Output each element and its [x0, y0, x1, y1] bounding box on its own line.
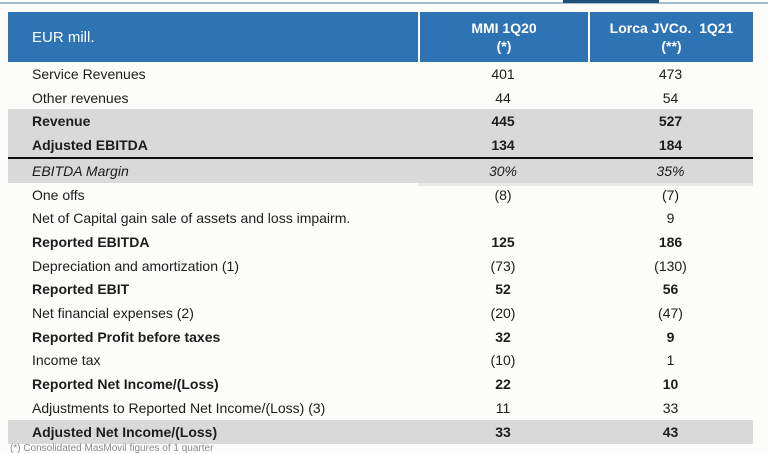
- row-value-lorca: 35%: [656, 162, 685, 179]
- row-label: Net of Capital gain sale of assets and l…: [32, 210, 351, 227]
- table-row-service-revenues: Service Revenues 401 473: [8, 62, 753, 86]
- table-row-adjustments-net-income: Adjustments to Reported Net Income/(Loss…: [8, 396, 753, 420]
- row-value-mmi: 445: [491, 113, 515, 130]
- row-label: Reported Net Income/(Loss): [32, 376, 219, 393]
- row-label: Reported EBIT: [32, 281, 130, 298]
- row-label: Other revenues: [32, 89, 129, 106]
- row-label: Adjustments to Reported Net Income/(Loss…: [32, 399, 326, 416]
- row-value-mmi: 32: [495, 328, 511, 345]
- row-value-lorca: 473: [658, 65, 683, 82]
- row-value-lorca: 1: [666, 352, 675, 369]
- row-value-lorca: 54: [662, 89, 679, 106]
- row-value-lorca: 9: [666, 210, 675, 227]
- row-value-mmi: (8): [494, 186, 512, 203]
- table-row-net-capital-gain: Net of Capital gain sale of assets and l…: [8, 206, 753, 230]
- table-footnote: (*) Consolidated MasMovil figures of 1 q…: [10, 443, 214, 454]
- row-label: EBITDA Margin: [32, 162, 129, 179]
- table-row-other-revenues: Other revenues 44 54: [8, 86, 753, 110]
- table-row-revenue: Revenue 445 527: [8, 109, 753, 134]
- row-value-mmi: (20): [490, 305, 516, 322]
- row-label: Reported Profit before taxes: [32, 328, 221, 345]
- unit-label: EUR mill.: [32, 28, 95, 46]
- column-header-line1: Lorca JVCo. 1Q21: [609, 19, 734, 36]
- table-row-adjusted-ebitda: Adjusted EBITDA 134 184: [8, 133, 753, 157]
- table-row-one-offs: One offs (8) (7): [8, 183, 753, 207]
- row-label: Adjusted EBITDA: [32, 136, 148, 153]
- row-value-mmi: 30%: [488, 162, 518, 179]
- row-label: Net financial expenses (2): [32, 305, 194, 322]
- row-value-mmi: 401: [491, 65, 515, 82]
- row-value-lorca: (47): [658, 305, 683, 322]
- column-header-mmi-1q20: MMI 1Q20 (*): [418, 12, 588, 62]
- row-value-lorca: 186: [658, 233, 683, 250]
- row-value-lorca: 56: [662, 281, 679, 298]
- table-row-net-financial-expenses: Net financial expenses (2) (20) (47): [8, 301, 753, 325]
- row-shading-artifact: [418, 182, 753, 187]
- column-header-line2: (*): [496, 38, 512, 54]
- column-header-line2: (**): [661, 38, 682, 54]
- row-value-mmi: 11: [495, 399, 511, 416]
- row-label: Reported EBITDA: [32, 233, 150, 250]
- financial-results-table: EUR mill. MMI 1Q20 (*) Lorca JVCo. 1Q21 …: [8, 12, 753, 444]
- row-label: Service Revenues: [32, 65, 146, 82]
- row-label: Depreciation and amortization (1): [32, 257, 239, 274]
- row-value-mmi: 33: [495, 423, 511, 440]
- table-row-depreciation-amortization: Depreciation and amortization (1) (73) (…: [8, 254, 753, 278]
- row-value-mmi: 125: [491, 233, 515, 250]
- row-value-mmi: 44: [495, 89, 511, 106]
- row-value-lorca: 10: [662, 376, 679, 393]
- row-value-lorca: 43: [662, 423, 679, 440]
- row-label: One offs: [32, 186, 85, 203]
- row-value-mmi: 52: [495, 281, 511, 298]
- table-header-row: EUR mill. MMI 1Q20 (*) Lorca JVCo. 1Q21 …: [8, 12, 753, 62]
- row-value-lorca: (130): [654, 257, 687, 274]
- table-row-reported-net-income: Reported Net Income/(Loss) 22 10: [8, 372, 753, 396]
- row-label: Adjusted Net Income/(Loss): [32, 423, 218, 440]
- row-value-mmi: 134: [491, 136, 515, 153]
- row-value-mmi: 22: [495, 376, 511, 393]
- table-row-reported-ebitda: Reported EBITDA 125 186: [8, 230, 753, 254]
- table-row-reported-profit-before-taxes: Reported Profit before taxes 32 9: [8, 325, 753, 349]
- row-value-lorca: (7): [661, 186, 680, 203]
- row-value-mmi: (73): [490, 257, 516, 274]
- row-value-lorca: 184: [658, 136, 683, 153]
- row-value-mmi: (10): [490, 352, 516, 369]
- cropped-content-mark: [563, 0, 659, 3]
- table-row-ebitda-margin: EBITDA Margin 30% 35%: [8, 156, 753, 183]
- column-header-lorca-jvco-1q21: Lorca JVCo. 1Q21 (**): [588, 12, 753, 62]
- row-value-lorca: 527: [658, 113, 683, 130]
- table-row-adjusted-net-income: Adjusted Net Income/(Loss) 33 43: [8, 419, 753, 444]
- top-divider-line: [0, 2, 768, 4]
- table-row-reported-ebit: Reported EBIT 52 56: [8, 278, 753, 302]
- row-value-lorca: 33: [662, 399, 679, 416]
- table-row-income-tax: Income tax (10) 1: [8, 349, 753, 373]
- column-header-line1: MMI 1Q20: [471, 19, 537, 36]
- row-label: Income tax: [32, 352, 101, 369]
- row-label: Revenue: [32, 113, 91, 130]
- row-value-lorca: 9: [666, 328, 675, 345]
